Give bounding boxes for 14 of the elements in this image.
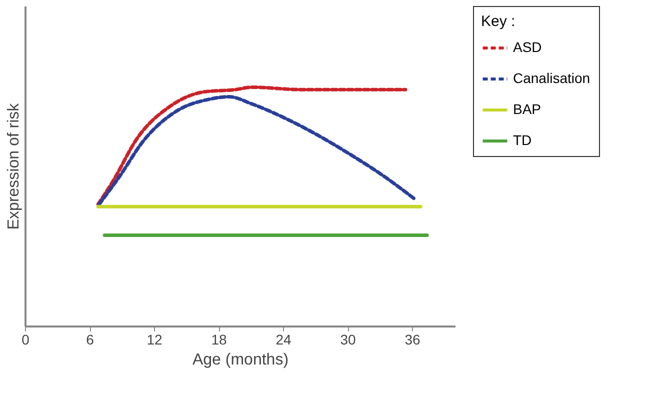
x-tick-label: 36 — [404, 332, 420, 348]
x-tick-label: 30 — [340, 332, 356, 348]
legend-label: BAP — [513, 101, 542, 117]
x-tick-label: 12 — [146, 332, 162, 348]
x-tick-label: 0 — [22, 332, 30, 348]
legend-label: TD — [513, 132, 532, 148]
legend-label: Canalisation — [513, 70, 590, 86]
x-tick-label: 24 — [276, 332, 292, 348]
y-axis-title: Expression of risk — [6, 102, 22, 230]
legend-title: Key : — [481, 13, 516, 30]
x-tick-label: 6 — [86, 332, 94, 348]
legend-label: ASD — [513, 39, 542, 55]
x-axis-title: Age (months) — [192, 352, 289, 368]
x-tick-label: 18 — [211, 332, 227, 348]
